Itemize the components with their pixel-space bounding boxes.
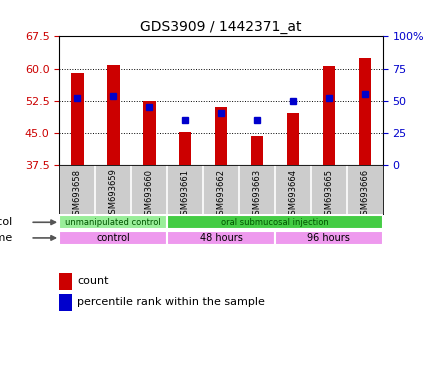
Text: time: time bbox=[0, 233, 12, 243]
Text: GSM693658: GSM693658 bbox=[73, 169, 82, 220]
Bar bbox=[71, 73, 84, 165]
Text: GSM693661: GSM693661 bbox=[181, 169, 190, 220]
Text: count: count bbox=[77, 276, 109, 286]
Bar bbox=[143, 101, 155, 165]
Text: control: control bbox=[96, 233, 130, 243]
Bar bbox=[59, 215, 167, 229]
Text: GSM693659: GSM693659 bbox=[109, 169, 118, 220]
Bar bbox=[251, 136, 263, 165]
Bar bbox=[59, 231, 167, 245]
Text: GSM693665: GSM693665 bbox=[324, 169, 334, 220]
Text: GSM693663: GSM693663 bbox=[253, 169, 261, 220]
Text: 96 hours: 96 hours bbox=[308, 233, 350, 243]
Bar bbox=[287, 113, 299, 165]
Title: GDS3909 / 1442371_at: GDS3909 / 1442371_at bbox=[140, 20, 302, 34]
Text: GSM693660: GSM693660 bbox=[145, 169, 154, 220]
Bar bbox=[275, 231, 383, 245]
Text: GSM693664: GSM693664 bbox=[289, 169, 297, 220]
Text: GSM693666: GSM693666 bbox=[360, 169, 369, 220]
Text: unmanipulated control: unmanipulated control bbox=[66, 218, 161, 227]
Bar bbox=[179, 132, 191, 165]
Text: percentile rank within the sample: percentile rank within the sample bbox=[77, 297, 265, 307]
Bar bbox=[359, 58, 371, 165]
Bar bbox=[167, 231, 275, 245]
Bar bbox=[107, 65, 120, 165]
Bar bbox=[323, 66, 335, 165]
Bar bbox=[167, 215, 383, 229]
Text: GSM693662: GSM693662 bbox=[216, 169, 226, 220]
Text: protocol: protocol bbox=[0, 217, 12, 227]
Text: oral submucosal injection: oral submucosal injection bbox=[221, 218, 329, 227]
Text: 48 hours: 48 hours bbox=[200, 233, 242, 243]
Bar bbox=[215, 107, 227, 165]
